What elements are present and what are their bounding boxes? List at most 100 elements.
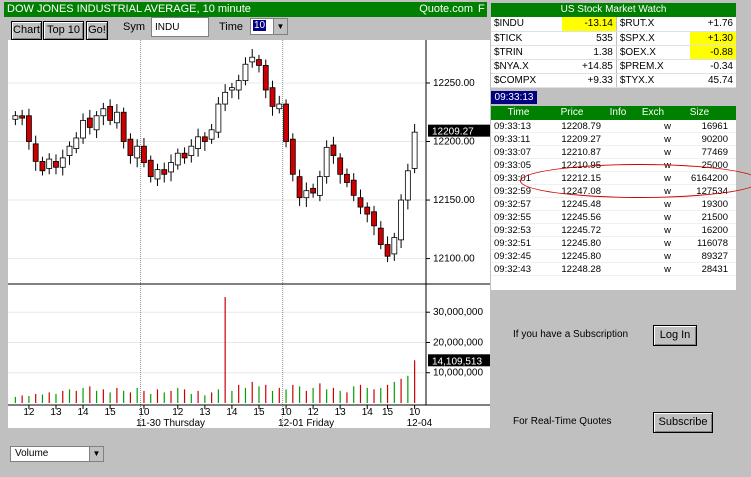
trade-price: 12245.48 (561, 199, 601, 210)
day-label: 12-01 Friday (278, 418, 334, 428)
candle-body (276, 103, 283, 110)
last-volume-box (428, 354, 490, 367)
chart-button[interactable]: Chart (11, 21, 42, 40)
chevron-down-icon[interactable]: ▼ (89, 447, 103, 461)
market-watch-row[interactable]: $COMPX +9.33 $TYX.X 45.74 (491, 73, 736, 88)
watch-symbol: $RUT.X (615, 17, 691, 32)
candle-body (113, 111, 120, 124)
candle-body (262, 65, 269, 91)
trade-exchange: w (664, 238, 671, 249)
day-label: 12-04 (407, 418, 433, 428)
market-watch-row[interactable]: $TRIN 1.38 $OEX.X -0.88 (491, 45, 736, 60)
day-label: 11-30 Thursday (136, 418, 205, 428)
trade-size: 19300 (701, 199, 728, 210)
candle-body (141, 145, 147, 163)
trade-row[interactable]: 09:32:57 12245.48 w 19300 (491, 198, 736, 211)
trade-price: 12245.80 (561, 238, 601, 249)
trade-info (601, 224, 635, 236)
candle-body (404, 170, 411, 201)
last-volume-marker: 14,109,513 (428, 354, 490, 367)
price-tick-label: 12200.00 (433, 137, 475, 148)
trade-row[interactable]: 09:33:13 12208.79 w 16961 (491, 120, 736, 133)
source-flag: F (478, 3, 485, 15)
candle-body (134, 145, 141, 159)
candle-body (195, 136, 201, 149)
time-tick-label: 12 (172, 407, 184, 418)
time-sales-rows: 09:33:13 12208.79 w 16961 09:33:11 12209.27 w 9… (491, 120, 736, 276)
trade-row[interactable]: 09:32:45 12245.80 w 89327 (491, 250, 736, 263)
price-volume-chart: 12250.00 12200.00 12150.00 12100.00 30,000,… (8, 40, 490, 428)
trade-info (601, 237, 635, 249)
price-tick-label: 12250.00 (433, 78, 475, 89)
symbol-input[interactable] (151, 17, 209, 37)
price-tick-label: 12100.00 (433, 254, 475, 265)
candle-body (364, 206, 371, 215)
candle-body (154, 169, 161, 180)
time-tick-label: 13 (199, 407, 211, 418)
candle-body (222, 91, 229, 105)
highlight-annotation-oval (520, 164, 751, 198)
subscribe-button[interactable]: Subscribe (653, 412, 713, 433)
candle-body (208, 129, 215, 140)
candle-body (256, 59, 262, 66)
candle-body (377, 227, 384, 245)
top10-button[interactable]: Top 10 (43, 21, 84, 40)
chart-title-bar: DOW JONES INDUSTRIAL AVERAGE, 10 minute … (4, 2, 487, 17)
trade-exchange: w (664, 251, 671, 262)
candle-body (107, 105, 114, 121)
volume-series (14, 297, 416, 403)
candle-body (168, 162, 174, 173)
trade-exchange: w (664, 121, 671, 132)
login-button[interactable]: Log In (653, 325, 697, 346)
watch-change: +14.85 (561, 59, 617, 74)
candle-body (174, 152, 181, 166)
lower-pane-select[interactable]: Volume ▼ (10, 446, 104, 462)
trade-row[interactable]: 09:33:07 12210.87 w 77469 (491, 146, 736, 159)
trade-info (601, 250, 635, 262)
volume-tick-label: 30,000,000 (433, 307, 483, 318)
col-header-price: Price (560, 107, 584, 118)
trade-time: 09:33:07 (494, 147, 531, 158)
trade-size: 28431 (701, 264, 728, 275)
day-separators (140, 40, 284, 428)
trade-time: 09:33:01 (494, 173, 531, 184)
trade-row[interactable]: 09:32:53 12245.72 w 16200 (491, 224, 736, 237)
candle-body (316, 176, 323, 196)
trade-row[interactable]: 09:32:51 12245.80 w 116078 (491, 237, 736, 250)
candle-body (93, 115, 100, 131)
trade-time: 09:32:53 (494, 225, 531, 236)
col-header-size: Size (689, 107, 710, 118)
market-watch-row[interactable]: $NYA.X +14.85 $PREM.X -0.34 (491, 59, 736, 74)
time-tick-label: 15 (253, 407, 265, 418)
trade-size: 90200 (701, 134, 728, 145)
interval-select[interactable]: 10 ▼ (250, 18, 288, 35)
time-tick-label: 13 (50, 407, 62, 418)
chevron-down-icon[interactable]: ▼ (273, 19, 287, 34)
trade-size: 89327 (701, 251, 728, 262)
candle-body (242, 63, 249, 82)
trade-exchange: w (664, 199, 671, 210)
trade-time: 09:32:55 (494, 212, 531, 223)
candle-body (19, 115, 26, 119)
trade-exchange: w (664, 264, 671, 275)
realtime-quotes-text: For Real-Time Quotes (513, 416, 612, 427)
go-button[interactable]: Go! (86, 21, 108, 40)
watch-change: -0.88 (690, 45, 736, 60)
market-watch-row[interactable]: $TICK 535 $SPX.X +1.30 (491, 31, 736, 46)
candle-body (181, 152, 188, 159)
trade-price: 12248.28 (561, 264, 601, 275)
trade-row[interactable]: 09:33:11 12209.27 w 90200 (491, 133, 736, 146)
trade-time: 09:32:57 (494, 199, 531, 210)
trade-row[interactable]: 09:32:43 12248.28 w 28431 (491, 263, 736, 276)
watch-change: +1.30 (690, 31, 736, 46)
watch-symbol: $NYA.X (491, 59, 562, 74)
candle-body (53, 161, 59, 168)
watch-change: +1.76 (690, 17, 736, 32)
time-and-sales-panel[interactable]: Time Price Info Exch Size 09:33:13 12208.… (491, 106, 736, 290)
trade-row[interactable]: 09:32:55 12245.56 w 21500 (491, 211, 736, 224)
market-watch-row[interactable]: $INDU -13.14 $RUT.X +1.76 (491, 17, 736, 32)
candle-body (46, 158, 53, 169)
time-tick-label: 12 (23, 407, 35, 418)
trade-info (601, 133, 635, 145)
